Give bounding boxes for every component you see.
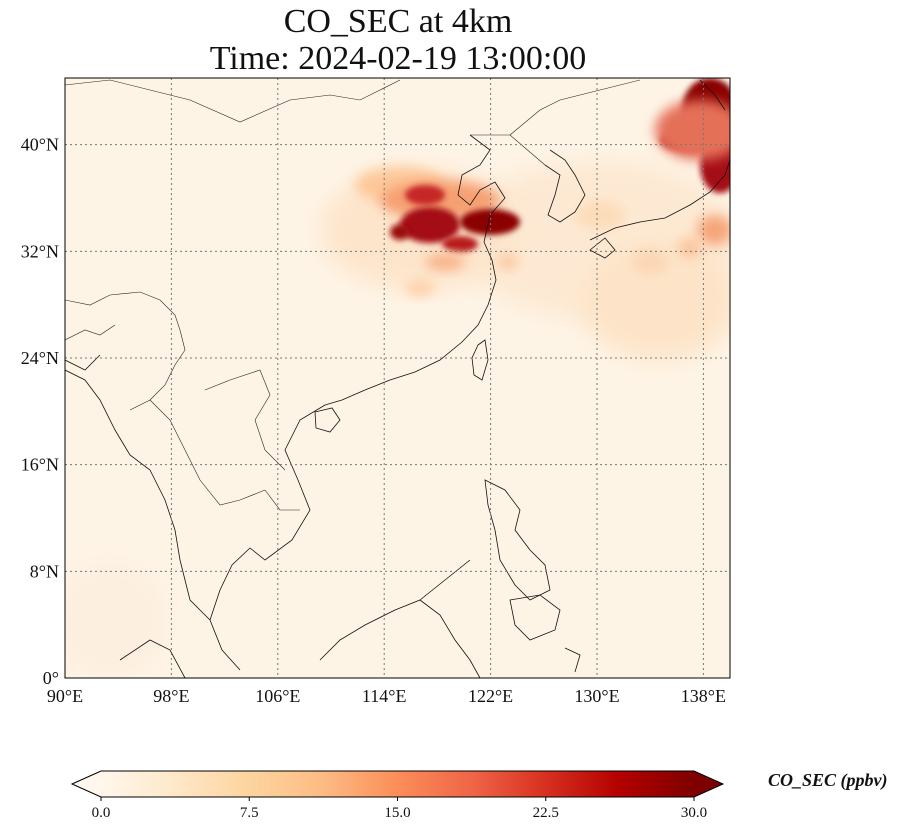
himalaya-border <box>65 291 181 331</box>
x-tick-label: 98°E <box>153 686 189 706</box>
japan-kyushu <box>589 237 616 259</box>
y-tick-label: 0° <box>43 668 59 688</box>
figure-title-variable: CO_SEC at 4km <box>283 3 513 40</box>
mongolia-border <box>65 79 401 123</box>
colorbar: 0.0 7.5 15.0 22.5 30.0 <box>70 770 725 821</box>
sulawesi-coast <box>564 647 581 673</box>
thai-border <box>149 399 266 506</box>
vietnam-border <box>264 489 300 511</box>
china-russia-border <box>509 79 641 136</box>
y-tick-label: 8°N <box>30 561 59 581</box>
x-tick-labels: 90°E 98°E 106°E 114°E 122°E 130°E 138°E <box>47 686 726 706</box>
country-borders <box>65 79 641 511</box>
myanmar-coast <box>65 354 101 371</box>
sumatra-coast <box>119 639 186 678</box>
hokkaido-coast <box>699 79 726 111</box>
map-frame <box>64 77 731 679</box>
coastlines <box>65 79 730 678</box>
hainan-coast <box>314 407 341 433</box>
colorbar-tick-label: 0.0 <box>92 805 111 821</box>
colorbar-extend-low <box>72 771 101 797</box>
y-tick-label: 32°N <box>21 241 59 261</box>
colorbar-extend-high <box>694 771 723 797</box>
philippines-coast <box>484 479 551 601</box>
x-tick-label: 114°E <box>362 686 407 706</box>
thai-gulf-coast <box>65 369 211 621</box>
y-tick-label: 24°N <box>21 348 59 368</box>
india-border <box>65 324 116 341</box>
y-tick-label: 40°N <box>21 135 59 155</box>
colorbar-tick-label: 15.0 <box>384 805 410 821</box>
colorbar-ramp <box>101 771 694 797</box>
figure-title-time: Time: 2024-02-19 13:00:00 <box>209 40 587 77</box>
x-tick-label: 106°E <box>255 686 300 706</box>
laos-border <box>204 369 286 471</box>
colorbar-tick-label: 22.5 <box>533 805 559 821</box>
gridlines <box>65 78 730 678</box>
x-tick-label: 90°E <box>47 686 83 706</box>
colorbar-label: CO_SEC (ppbv) <box>768 770 888 790</box>
mindanao-coast <box>509 594 561 641</box>
x-tick-label: 138°E <box>681 686 726 706</box>
palawan-coast <box>419 559 471 601</box>
japan-coast <box>589 159 730 241</box>
colorbar-tick-label: 30.0 <box>681 805 707 821</box>
x-tick-label: 122°E <box>468 686 513 706</box>
myanmar-border <box>129 329 186 411</box>
x-tick-label: 130°E <box>574 686 619 706</box>
korea-coast <box>544 149 586 223</box>
china-coast <box>324 134 506 406</box>
colorbar-tick-label: 7.5 <box>240 805 259 821</box>
y-tick-labels: 0° 8°N 16°N 24°N 32°N 40°N <box>21 135 59 688</box>
y-tick-label: 16°N <box>21 455 59 475</box>
